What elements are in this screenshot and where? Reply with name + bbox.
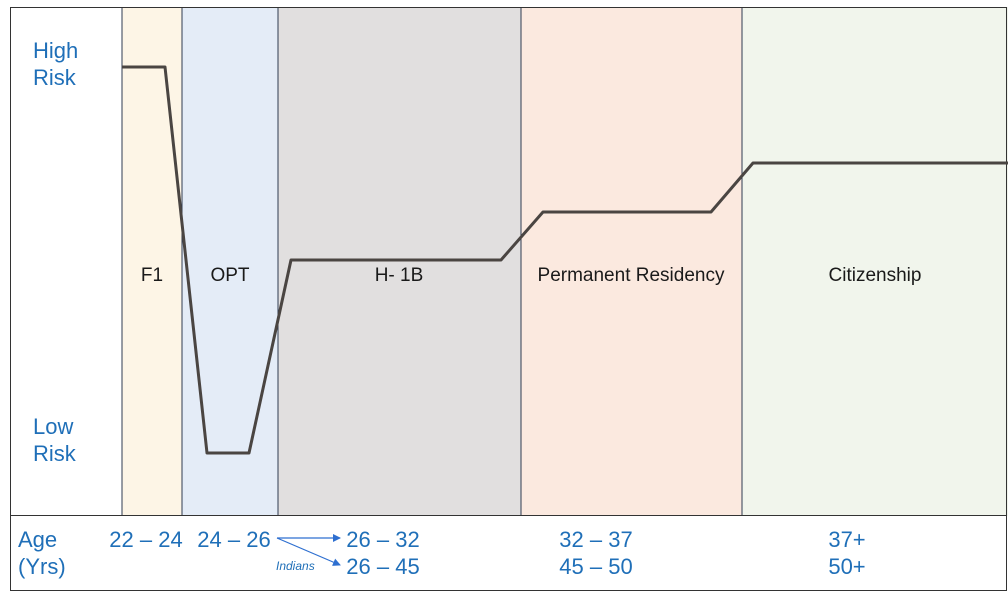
- age-opt: 24 – 26: [197, 527, 270, 552]
- age-h1b-indians: 26 – 45: [346, 554, 419, 579]
- age-f1: 22 – 24: [109, 527, 182, 552]
- age-row-label: (Yrs): [18, 554, 66, 579]
- band-pr: [521, 7, 742, 516]
- stage-label-opt: OPT: [210, 265, 249, 286]
- stage-label-f1: F1: [141, 265, 163, 286]
- age-citizenship-indians: 50+: [828, 554, 865, 579]
- stage-label-pr: Permanent Residency: [538, 265, 725, 286]
- age-row-frame: [10, 515, 1007, 591]
- arrow-to-h1b-age-indians: [276, 537, 341, 566]
- stage-label-h1b: H- 1B: [375, 265, 424, 286]
- band-citizenship: [742, 7, 1008, 516]
- age-row-label: Age: [18, 527, 57, 552]
- age-pr-indians: 45 – 50: [559, 554, 632, 579]
- age-pr: 32 – 37: [559, 527, 632, 552]
- age-h1b: 26 – 32: [346, 527, 419, 552]
- high-risk-label: High: [33, 38, 78, 63]
- band-f1: [122, 7, 182, 516]
- band-opt: [182, 7, 278, 516]
- indians-note: Indians: [276, 559, 315, 573]
- age-citizenship: 37+: [828, 527, 865, 552]
- risk-trajectory-line: [122, 65, 1008, 455]
- low-risk-label: Low: [33, 414, 73, 439]
- high-risk-label: Risk: [33, 65, 77, 90]
- low-risk-label: Risk: [33, 441, 77, 466]
- stage-label-citizenship: Citizenship: [829, 265, 922, 286]
